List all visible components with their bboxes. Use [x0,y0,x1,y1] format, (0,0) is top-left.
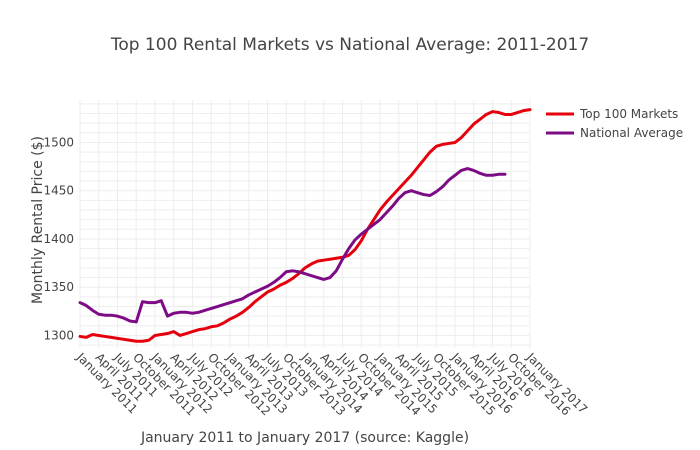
y-tick-label: 1300 [43,328,74,342]
legend-label: Top 100 Markets [579,107,678,121]
legend[interactable]: Top 100 Markets National Average [546,107,683,140]
legend-item[interactable]: National Average [546,126,683,140]
series-line-top-100-markets [78,108,532,343]
y-tick-label: 1500 [43,135,74,149]
y-axis-title: Monthly Rental Price ($) [30,136,46,304]
x-axis-title: January 2011 to January 2017 (source: Ka… [140,430,469,446]
y-tick-label: 1450 [43,184,74,198]
series-lines [78,108,532,343]
y-tick-label: 1400 [43,232,74,246]
series-line-national-average [78,167,507,324]
y-axis-ticks: 1300 1350 1400 1450 1500 [43,135,74,342]
legend-item[interactable]: Top 100 Markets [546,107,678,121]
chart-title: Top 100 Rental Markets vs National Avera… [110,35,589,55]
y-tick-label: 1350 [43,280,74,294]
legend-label: National Average [580,126,683,140]
